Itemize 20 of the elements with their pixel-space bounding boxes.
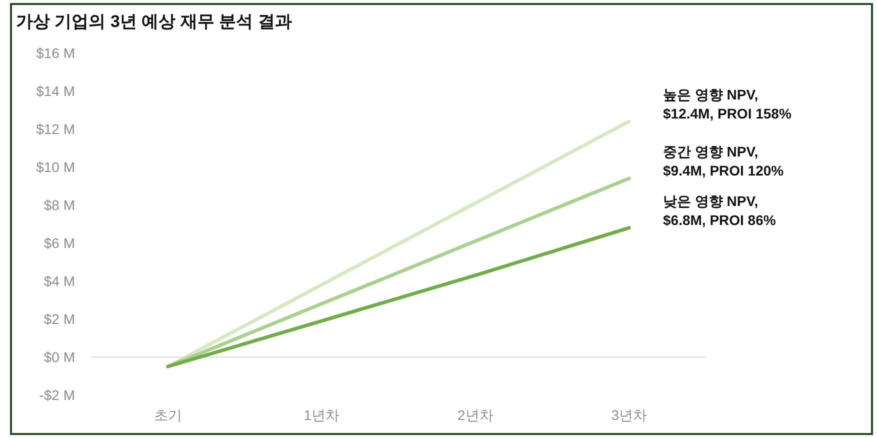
x-tick-label: 초기 [154, 407, 182, 423]
y-tick-label: $14 M [36, 83, 75, 99]
y-tick-label: $4 M [44, 273, 75, 289]
y-tick-label: $8 M [44, 197, 75, 213]
y-tick-label: $12 M [36, 121, 75, 137]
chart-title: 가상 기업의 3년 예상 재무 분석 결과 [16, 12, 292, 31]
x-tick-label: 3년차 [611, 407, 648, 423]
y-tick-label: $2 M [44, 311, 75, 327]
text: 낮은 영향 NPV, $6.8M, PROI 86% [663, 192, 776, 228]
text: 중간 영향 NPV, $9.4M, PROI 120% [663, 143, 784, 178]
y-tick-label: -$2 M [39, 387, 75, 403]
y-tick-label: $16 M [36, 45, 75, 61]
y-tick-label: $0 M [44, 349, 75, 365]
line-series [166, 176, 631, 368]
y-tick-label: $6 M [44, 235, 75, 251]
x-tick-label: 1년차 [304, 407, 340, 423]
line-series [166, 226, 631, 368]
text: 높은 영향 NPV, $12.4M, PROI 158% [663, 86, 792, 122]
y-tick-label: $10 M [36, 159, 75, 175]
x-tick-label: 2년차 [457, 407, 494, 423]
